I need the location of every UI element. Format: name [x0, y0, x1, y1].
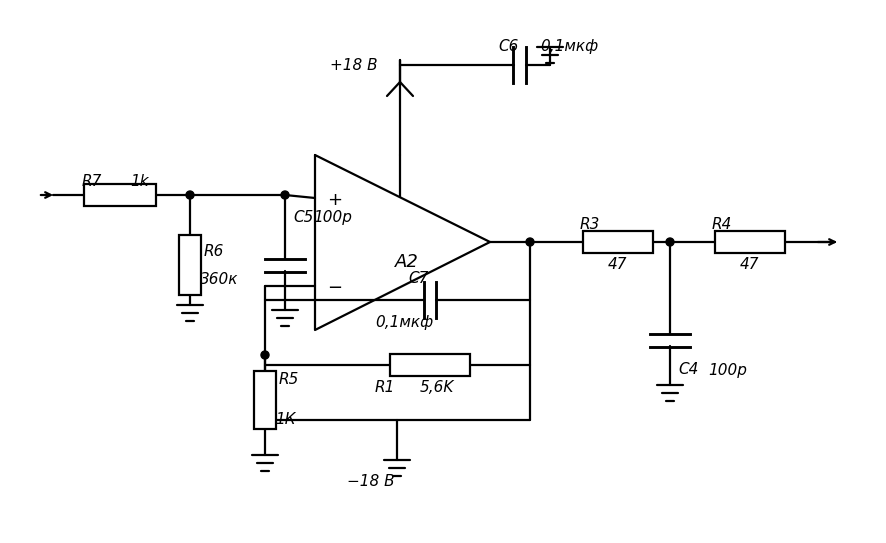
- Bar: [390, 354, 470, 376]
- Bar: [254, 371, 276, 429]
- Text: 1k: 1k: [130, 174, 149, 188]
- Text: A2: A2: [395, 253, 419, 271]
- Circle shape: [666, 238, 674, 246]
- Bar: [179, 235, 201, 295]
- Text: R3: R3: [580, 217, 601, 231]
- Text: 47: 47: [740, 256, 759, 272]
- Text: 5,6K: 5,6K: [420, 380, 455, 395]
- Bar: [715, 231, 785, 253]
- Text: 100р: 100р: [708, 363, 747, 377]
- Circle shape: [281, 191, 289, 199]
- Text: 100р: 100р: [313, 210, 352, 224]
- Text: C5: C5: [293, 210, 314, 224]
- Circle shape: [526, 238, 534, 246]
- Text: R7: R7: [82, 174, 103, 188]
- Text: −: −: [327, 279, 342, 297]
- Text: 360к: 360к: [200, 272, 238, 287]
- Text: R1: R1: [375, 380, 395, 395]
- Text: R4: R4: [712, 217, 733, 231]
- Circle shape: [186, 191, 194, 199]
- Text: 0,1мкф: 0,1мкф: [375, 314, 433, 330]
- Text: C4: C4: [678, 363, 698, 377]
- Circle shape: [261, 351, 269, 359]
- Text: R6: R6: [204, 243, 224, 258]
- Bar: [84, 184, 156, 206]
- Text: 0,1мкф: 0,1мкф: [540, 39, 598, 54]
- Text: C6: C6: [498, 39, 518, 54]
- Text: −18 В: −18 В: [347, 475, 394, 489]
- Text: +: +: [327, 191, 342, 209]
- Text: R5: R5: [279, 372, 299, 388]
- Text: 47: 47: [608, 256, 627, 272]
- Text: 1К: 1К: [275, 413, 296, 427]
- Text: C7: C7: [408, 270, 428, 286]
- Bar: [583, 231, 653, 253]
- Text: +18 В: +18 В: [330, 58, 377, 73]
